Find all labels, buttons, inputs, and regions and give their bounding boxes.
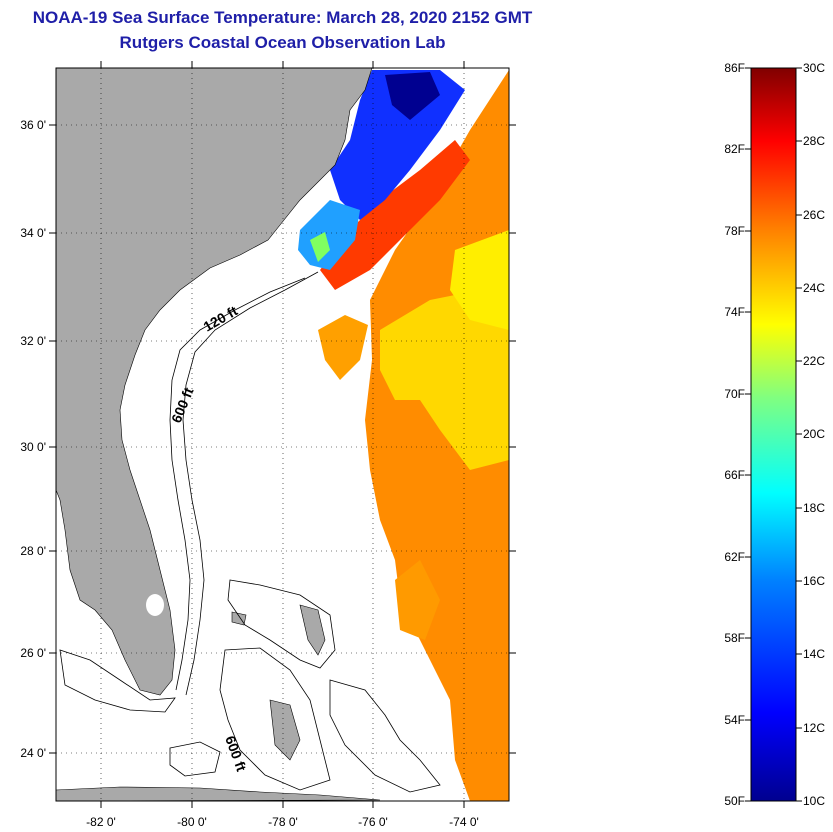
- lat-label-34: 34 0': [20, 226, 46, 240]
- cb-label-78f: 78F: [724, 224, 745, 238]
- lon-label-82: -82 0': [86, 815, 116, 829]
- cb-label-24c: 24C: [803, 281, 825, 295]
- cb-label-16c: 16C: [803, 574, 825, 588]
- contour-great-bahama-bank: [219, 647, 331, 791]
- lat-label-28: 28 0': [20, 544, 46, 558]
- cb-label-66f: 66F: [724, 468, 745, 482]
- land-bahamas-abaco: [299, 604, 326, 656]
- cb-label-14c: 14C: [803, 647, 825, 661]
- cb-label-18c: 18C: [803, 501, 825, 515]
- lake-okeechobee: [146, 594, 164, 616]
- colorbar-ticks: [745, 67, 802, 802]
- cb-label-82f: 82F: [724, 142, 745, 156]
- cb-label-26c: 26C: [803, 208, 825, 222]
- sst-patches-south: [395, 560, 440, 640]
- contour-cay-sal: [169, 741, 221, 777]
- contour-southern-islands: [329, 679, 441, 793]
- lon-label-76: -76 0': [358, 815, 388, 829]
- cb-label-58f: 58F: [724, 631, 745, 645]
- cb-label-20c: 20C: [803, 427, 825, 441]
- cb-label-10c: 10C: [803, 794, 825, 808]
- cb-label-62f: 62F: [724, 550, 745, 564]
- cb-label-28c: 28C: [803, 134, 825, 148]
- sst-cold-shelf: [330, 70, 465, 220]
- sst-green-nearshore: [310, 232, 330, 262]
- cb-label-50f: 50F: [724, 794, 745, 808]
- cb-label-70f: 70F: [724, 387, 745, 401]
- land-us-southeast: [56, 68, 373, 696]
- sst-navy-patch: [385, 72, 440, 120]
- lon-label-78: -78 0': [268, 815, 298, 829]
- lat-label-30: 30 0': [20, 440, 46, 454]
- cb-label-86f: 86F: [724, 61, 745, 75]
- cb-label-12c: 12C: [803, 721, 825, 735]
- map-grid: [56, 68, 509, 801]
- colorbar: [750, 67, 797, 802]
- cb-label-30c: 30C: [803, 61, 825, 75]
- land-bahamas-andros: [269, 699, 301, 761]
- map-title: NOAA-19 Sea Surface Temperature: March 2…: [32, 8, 533, 27]
- lat-label-32: 32 0': [20, 334, 46, 348]
- lat-label-36: 36 0': [20, 118, 46, 132]
- contour-120ft: [169, 277, 306, 691]
- sst-yellow-band: [380, 290, 509, 470]
- map-subtitle: Rutgers Coastal Ocean Observation Lab: [119, 33, 446, 52]
- contour-600ft: [182, 271, 319, 696]
- cb-label-22c: 22C: [803, 354, 825, 368]
- lat-label-26: 26 0': [20, 646, 46, 660]
- contour-bahamas-bank: [227, 579, 336, 669]
- map-ticks: [49, 61, 516, 808]
- sst-patches-west: [318, 315, 368, 380]
- contour-keys: [59, 649, 176, 713]
- sst-gulfstream-red: [320, 140, 470, 290]
- cb-label-74f: 74F: [724, 305, 745, 319]
- lon-label-74: -74 0': [449, 815, 479, 829]
- cb-label-54f: 54F: [724, 713, 745, 727]
- lat-label-24: 24 0': [20, 746, 46, 760]
- sst-yellow-east: [450, 230, 509, 330]
- lon-label-80: -80 0': [177, 815, 207, 829]
- sst-cool-shelf: [298, 200, 360, 270]
